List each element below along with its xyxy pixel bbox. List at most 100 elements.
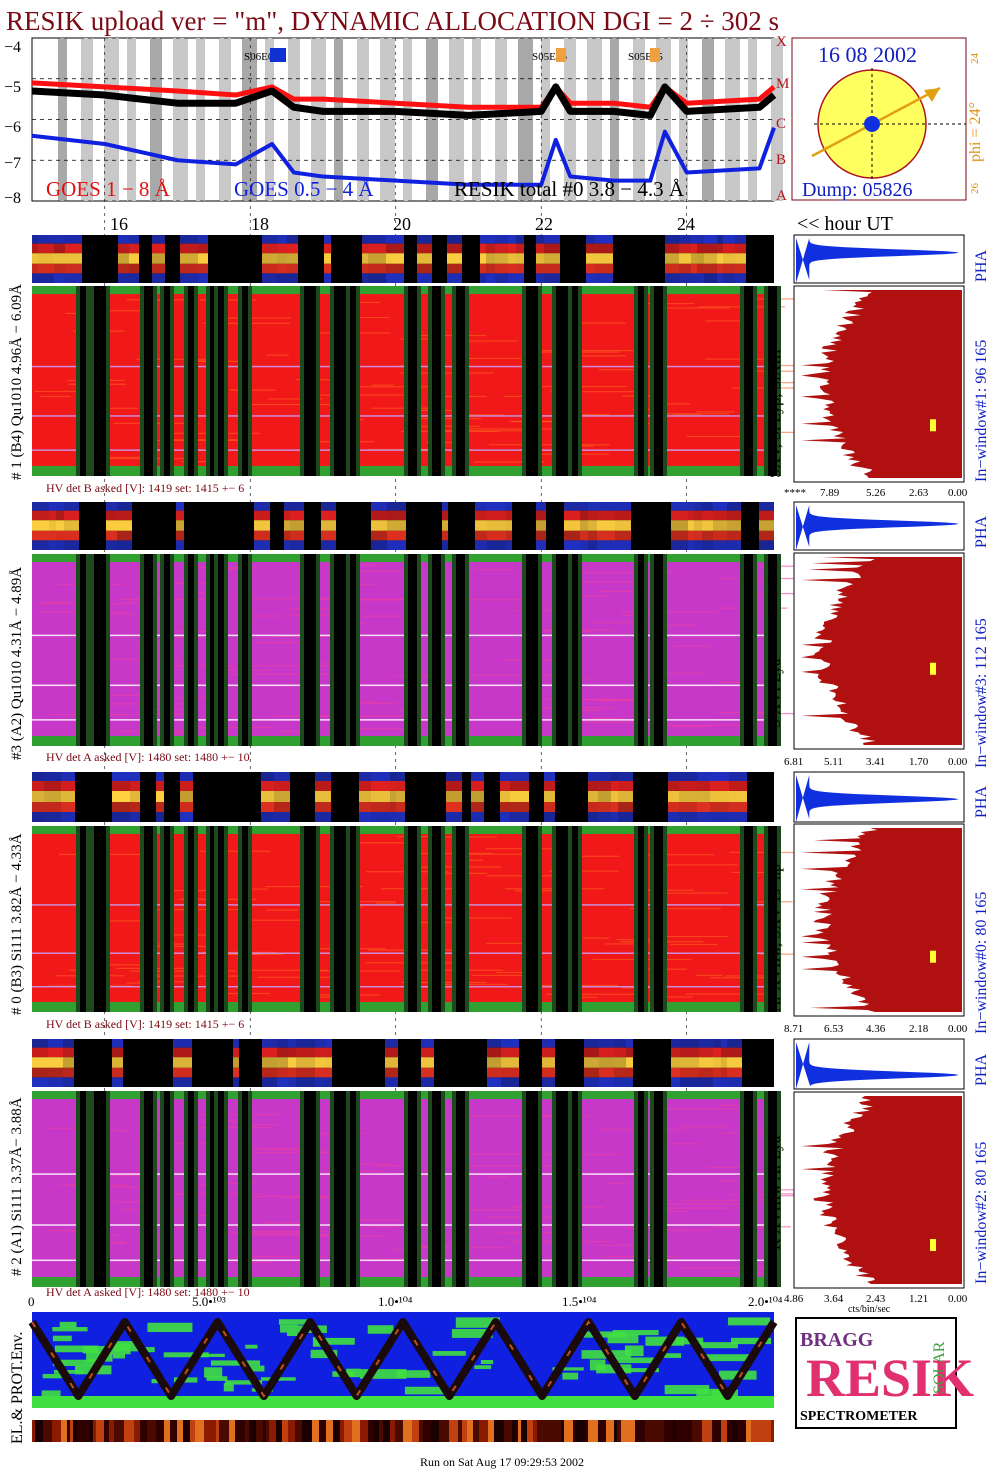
- strip-cell: [130, 812, 140, 822]
- strip-cell: [595, 235, 613, 244]
- strip-cell: [759, 510, 774, 521]
- y-tick-label: −7: [4, 155, 21, 172]
- strip-cell: [387, 520, 406, 531]
- env-patch: [140, 1347, 155, 1353]
- env-strip-cell: [114, 1420, 124, 1442]
- env-strip-cell: [245, 1420, 249, 1442]
- goes-curves: [31, 80, 777, 187]
- strip-cell: [385, 1039, 398, 1048]
- strip-cell: [64, 502, 79, 511]
- strip-cell: [359, 791, 371, 802]
- strip-cell: [697, 781, 710, 791]
- strip-cell: [508, 243, 516, 254]
- strip-cell: [542, 1039, 555, 1048]
- spec-texture: [243, 1195, 331, 1197]
- strip-cell: [487, 1057, 501, 1068]
- strip-cell: [542, 1057, 555, 1068]
- strip-cell: [65, 273, 82, 283]
- strip-cell: [38, 235, 54, 244]
- spec-texture: [705, 320, 758, 322]
- gap-column: [744, 1091, 753, 1287]
- env-strip-cell: [238, 1420, 245, 1442]
- spec-texture: [645, 889, 695, 891]
- strip-cell: [723, 235, 735, 244]
- strip-cell: [156, 802, 164, 812]
- spectrum-strip: [32, 235, 774, 283]
- strip-cell: [390, 791, 396, 802]
- pha-label: PHA: [973, 786, 990, 818]
- gap-column: [350, 554, 356, 746]
- strip-cell: [480, 263, 486, 274]
- spec-texture: [572, 444, 610, 446]
- spec-texture: [472, 974, 528, 977]
- gap-column: [218, 1091, 224, 1287]
- strip-cell: [254, 510, 270, 521]
- spec-bottom-band: [32, 466, 774, 476]
- strip-cell: [387, 540, 406, 550]
- strip-cell: [56, 520, 64, 531]
- spec-texture: [92, 658, 180, 660]
- env-patch: [396, 1370, 431, 1378]
- env-strip-cell: [266, 1420, 269, 1442]
- spec-texture: [187, 1114, 281, 1116]
- gap-column: [188, 826, 194, 1012]
- strip-cell: [671, 1047, 680, 1058]
- strip-cell: [359, 812, 371, 822]
- spec-texture: [685, 993, 776, 995]
- strip-cell: [64, 530, 79, 541]
- strip-cell: [176, 520, 184, 531]
- env-strip-cell: [655, 1420, 664, 1442]
- strip-cell: [510, 812, 529, 822]
- emission-row: [32, 634, 774, 637]
- strip-cell: [277, 243, 287, 254]
- gap-column: [768, 286, 777, 476]
- strip-cell: [615, 530, 631, 541]
- strip-cell: [417, 235, 432, 244]
- strip-cell: [679, 812, 697, 822]
- strip-cell: [118, 243, 129, 254]
- spec-texture: [273, 715, 327, 717]
- gap-column: [218, 286, 224, 476]
- spectrogram: [32, 826, 859, 1012]
- strip-cell: [417, 243, 432, 254]
- window-label: In−window#2: 80 165: [973, 1142, 990, 1284]
- gap-column: [654, 286, 663, 476]
- strip-cell: [588, 530, 597, 541]
- strip-cell: [48, 1077, 63, 1087]
- strip-cell: [288, 1047, 296, 1058]
- spec-texture: [363, 702, 397, 704]
- spec-texture: [129, 970, 188, 972]
- x-tick-label: 4.36: [866, 1023, 886, 1035]
- strip-cell: [368, 243, 386, 254]
- gap-column: [432, 286, 441, 476]
- strip-cell: [723, 243, 735, 254]
- env-patch: [52, 1335, 72, 1342]
- strip-cell: [598, 781, 611, 791]
- env-patch: [163, 1352, 209, 1358]
- strip-cell: [61, 802, 75, 812]
- spec-texture: [126, 299, 192, 301]
- spec-texture: [660, 864, 738, 866]
- env-strip-cell: [576, 1420, 579, 1442]
- strip-cell: [296, 1057, 315, 1068]
- spec-texture: [680, 1199, 778, 1201]
- strip-cell: [536, 235, 544, 244]
- strip-cell: [106, 530, 117, 541]
- env-patch: [52, 1359, 97, 1366]
- strip-cell: [595, 263, 613, 274]
- env-strip-cell: [467, 1420, 473, 1442]
- env-strip-cell: [664, 1420, 673, 1442]
- x-tick-label: 1.70: [909, 756, 929, 768]
- strip-cell: [180, 263, 198, 274]
- spec-texture: [267, 1149, 325, 1151]
- spec-texture: [576, 572, 677, 574]
- x-tick-label: ****: [784, 487, 806, 499]
- env-strip-cell: [344, 1420, 352, 1442]
- strip-cell: [130, 791, 140, 802]
- gap-column: [164, 286, 170, 476]
- spec-texture: [717, 681, 740, 683]
- strip-cell: [49, 520, 56, 531]
- env-strip-cell: [360, 1420, 368, 1442]
- spec-texture: [253, 1230, 326, 1232]
- strip-cell: [446, 772, 462, 781]
